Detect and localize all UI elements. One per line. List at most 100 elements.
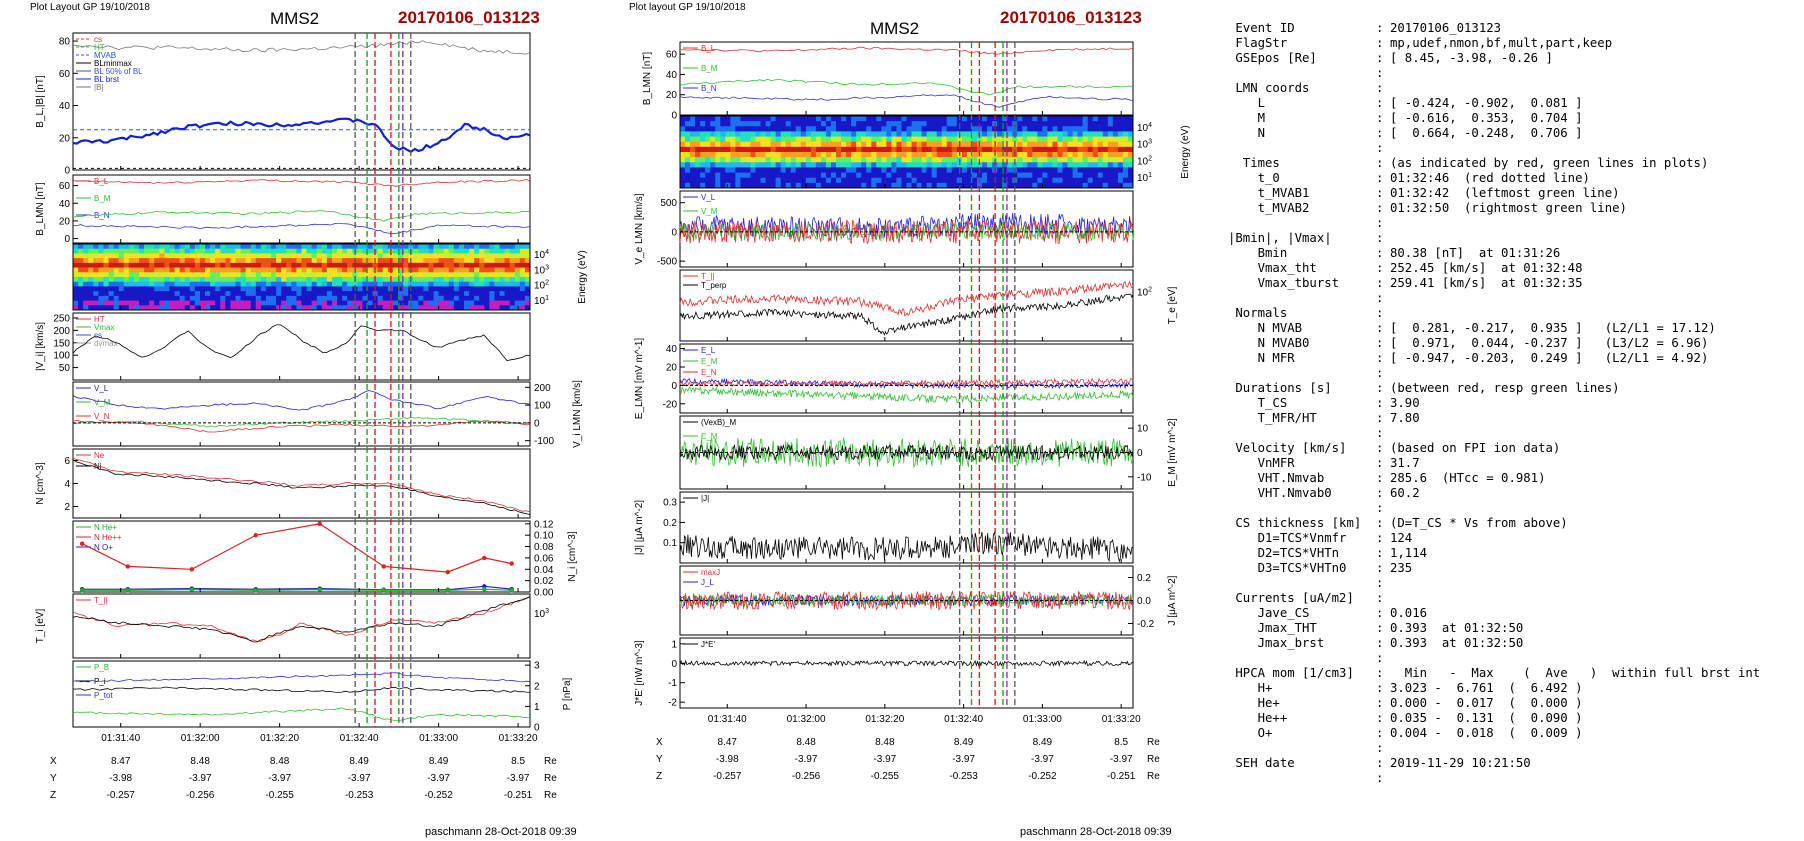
spectrogram-cell [1092, 162, 1099, 168]
spectrogram-cell [215, 295, 221, 302]
spectrogram-cell [250, 305, 257, 311]
position-unit: Re [1147, 771, 1160, 782]
spectrogram-cell [123, 300, 130, 306]
spectrogram-cell [941, 146, 948, 153]
spectrogram-cell [113, 253, 120, 259]
spectrogram-cell [453, 272, 460, 278]
spectrogram-cell [680, 146, 686, 153]
spectrogram-cell [1072, 116, 1079, 122]
spectrogram-cell [1122, 116, 1129, 122]
spectrogram-cell [735, 152, 741, 158]
spectrogram-cell [881, 141, 887, 148]
spectrogram-cell [936, 146, 943, 153]
spectrogram-cell [118, 267, 125, 273]
spectrogram-cell [144, 248, 150, 254]
spectrogram-cell [755, 182, 762, 189]
spectrogram-cell [286, 281, 292, 287]
spectrogram-cell [194, 286, 201, 292]
spectrogram-cell [326, 253, 333, 259]
info-row: Jmax_THT:0.393 at 01:32:50 [1228, 621, 1798, 636]
spectrogram-cell [326, 291, 333, 297]
spectrogram-cell [1067, 157, 1074, 163]
spectrogram-cell [951, 182, 958, 189]
spectrogram-cell [463, 272, 470, 278]
spectrogram-cell [1097, 182, 1104, 189]
spectrogram-cell [469, 244, 475, 250]
spectrogram-cell [255, 272, 262, 278]
spectrogram-cell [971, 157, 978, 163]
spectrogram-cell [316, 267, 323, 273]
spectrogram-cell [1037, 182, 1043, 189]
spectrogram-cell [851, 136, 857, 143]
spectrogram-cell [159, 267, 165, 273]
spectrogram-cell [250, 253, 257, 259]
spectrogram-cell [966, 162, 973, 168]
info-key: T_CS [1228, 396, 1288, 410]
spectrogram-cell [210, 267, 216, 273]
spectrogram-cell [194, 244, 201, 250]
info-row: : [1228, 66, 1798, 81]
spectrogram-cell [250, 277, 257, 283]
spectrogram-cell [230, 267, 236, 273]
info-separator: : [1376, 501, 1384, 515]
spectrogram-cell [494, 300, 501, 306]
spectrogram-cell [750, 146, 756, 153]
y-tick-label: 100 [53, 351, 70, 362]
position-value: -3.97 [795, 754, 818, 765]
spectrogram-cell [281, 300, 287, 306]
spectrogram-cell [423, 277, 429, 283]
spectrogram-cell [225, 272, 231, 278]
spectrogram-cell [831, 177, 837, 184]
spectrogram-cell [720, 177, 726, 184]
spectrogram-cell [458, 267, 465, 273]
spectrogram-cell [301, 305, 308, 311]
spectrogram-cell [514, 281, 521, 287]
spectrogram-cell [825, 167, 832, 174]
spectrogram-cell [896, 116, 902, 122]
spectrogram-cell [695, 131, 701, 138]
position-value: 8.5 [511, 756, 525, 767]
spectrogram-cell [720, 157, 726, 163]
spectrogram-cell [881, 121, 887, 127]
spectrogram-cell [240, 300, 247, 306]
spectrogram-cell [760, 146, 767, 153]
spectrogram-cell [1072, 162, 1079, 168]
series-line-T_|| [72, 595, 531, 642]
spectrogram-cell [484, 286, 490, 292]
spectrogram-cell [961, 177, 968, 184]
spectrogram-cell [281, 248, 287, 254]
spectrogram-cell [715, 172, 721, 179]
legend-label: BL brst [94, 75, 120, 84]
info-value: 31.7 [1390, 456, 1420, 470]
spectrogram-cell [1062, 116, 1069, 122]
spectrogram-cell [128, 244, 135, 250]
info-value: 01:32:42 (leftmost green line) [1390, 186, 1620, 200]
spectrogram-cell [982, 177, 988, 184]
spectrogram-cell [306, 286, 313, 292]
spectrogram-cell [514, 286, 521, 292]
spectrogram-cell [871, 126, 877, 132]
spectrogram-cell [245, 253, 252, 259]
spectrogram-cell [1087, 167, 1094, 174]
spectrogram-cell [1082, 162, 1089, 168]
spectrogram-cell [103, 291, 110, 297]
spectrogram-cell [377, 258, 384, 264]
spectrogram-cell [805, 141, 812, 148]
spectrogram-cell [205, 267, 211, 273]
spectrogram-cell [926, 131, 933, 138]
spectrogram-cell [448, 300, 455, 306]
spectrogram-cell [245, 286, 252, 292]
spectrogram-cell [408, 272, 414, 278]
spectrogram-cell [1017, 177, 1023, 184]
spectrogram-cell [271, 272, 277, 278]
spectrogram-cell [1112, 126, 1119, 132]
panel-Ni_hpca: 0.000.020.040.060.080.100.12N_i [cm^-3]N… [72, 519, 578, 599]
spectrogram-cell [931, 141, 938, 148]
spectrogram-cell [921, 121, 928, 127]
spectrogram-cell [144, 262, 150, 269]
spectrogram-cell [770, 172, 777, 179]
spectrogram-cell [871, 141, 877, 148]
